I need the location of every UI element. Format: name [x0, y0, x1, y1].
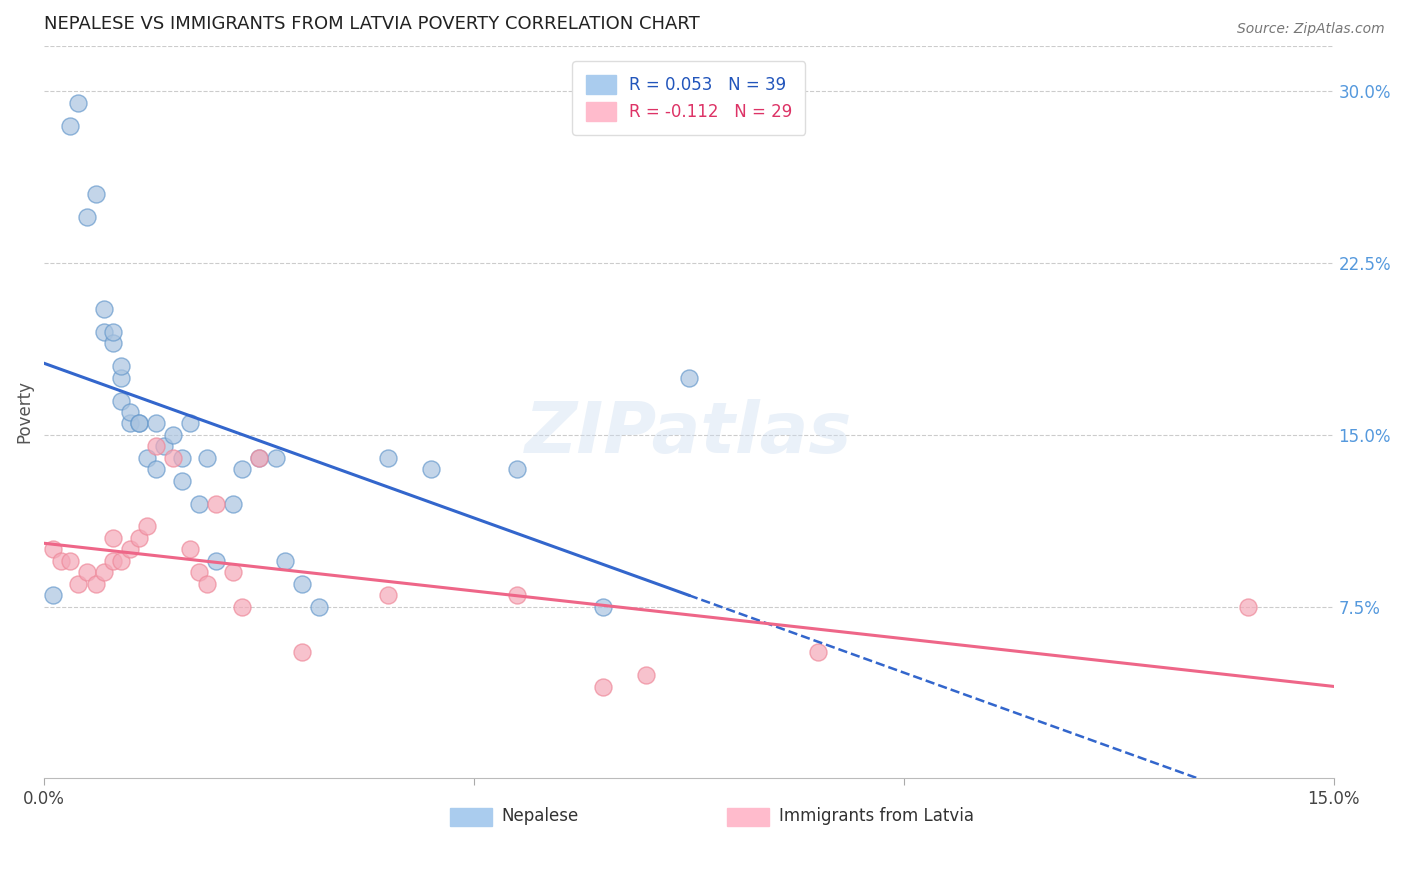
Point: [179, 542, 201, 557]
Point: [120, 417, 142, 431]
Point: [592, 680, 614, 694]
Point: [291, 576, 314, 591]
Point: [41, 588, 63, 602]
Point: [136, 450, 159, 465]
Point: [247, 450, 270, 465]
Point: [145, 462, 167, 476]
Point: [187, 565, 209, 579]
Point: [84, 187, 107, 202]
Text: Source: ZipAtlas.com: Source: ZipAtlas.com: [1237, 22, 1385, 37]
Point: [162, 450, 184, 465]
Point: [506, 588, 529, 602]
Point: [222, 565, 245, 579]
Point: [101, 336, 124, 351]
Point: [110, 393, 132, 408]
Point: [59, 554, 82, 568]
Point: [145, 417, 167, 431]
Y-axis label: Poverty: Poverty: [15, 381, 32, 443]
Point: [153, 439, 176, 453]
Point: [231, 599, 253, 614]
Point: [128, 417, 150, 431]
Text: NEPALESE VS IMMIGRANTS FROM LATVIA POVERTY CORRELATION CHART: NEPALESE VS IMMIGRANTS FROM LATVIA POVER…: [44, 15, 700, 33]
Point: [145, 439, 167, 453]
Point: [110, 359, 132, 374]
Point: [205, 497, 228, 511]
Point: [247, 450, 270, 465]
Point: [205, 554, 228, 568]
Point: [264, 450, 287, 465]
Point: [93, 565, 115, 579]
Point: [592, 599, 614, 614]
Point: [101, 531, 124, 545]
Text: ZIPatlas: ZIPatlas: [524, 400, 852, 468]
Point: [506, 462, 529, 476]
Point: [120, 405, 142, 419]
Point: [308, 599, 330, 614]
Point: [41, 542, 63, 557]
Legend: R = 0.053   N = 39, R = -0.112   N = 29: R = 0.053 N = 39, R = -0.112 N = 29: [572, 62, 806, 135]
Point: [76, 565, 98, 579]
Point: [59, 119, 82, 133]
Point: [136, 519, 159, 533]
Point: [197, 450, 219, 465]
Text: Nepalese: Nepalese: [502, 807, 579, 825]
Point: [93, 325, 115, 339]
Point: [187, 497, 209, 511]
Point: [419, 462, 441, 476]
Point: [807, 645, 830, 659]
Point: [197, 576, 219, 591]
Point: [101, 554, 124, 568]
Point: [170, 450, 193, 465]
Point: [377, 588, 399, 602]
Point: [110, 554, 132, 568]
Point: [634, 668, 657, 682]
Point: [128, 531, 150, 545]
Point: [67, 95, 90, 110]
Point: [162, 428, 184, 442]
Point: [222, 497, 245, 511]
Point: [179, 417, 201, 431]
Text: Immigrants from Latvia: Immigrants from Latvia: [779, 807, 974, 825]
FancyBboxPatch shape: [727, 807, 769, 826]
Point: [67, 576, 90, 591]
Point: [274, 554, 297, 568]
Point: [377, 450, 399, 465]
Point: [678, 370, 700, 384]
FancyBboxPatch shape: [450, 807, 492, 826]
Point: [1236, 599, 1258, 614]
Point: [110, 370, 132, 384]
Point: [291, 645, 314, 659]
Point: [84, 576, 107, 591]
Point: [128, 417, 150, 431]
Point: [120, 542, 142, 557]
Point: [231, 462, 253, 476]
Point: [170, 474, 193, 488]
Point: [76, 211, 98, 225]
Point: [101, 325, 124, 339]
Point: [93, 301, 115, 316]
Point: [51, 554, 73, 568]
